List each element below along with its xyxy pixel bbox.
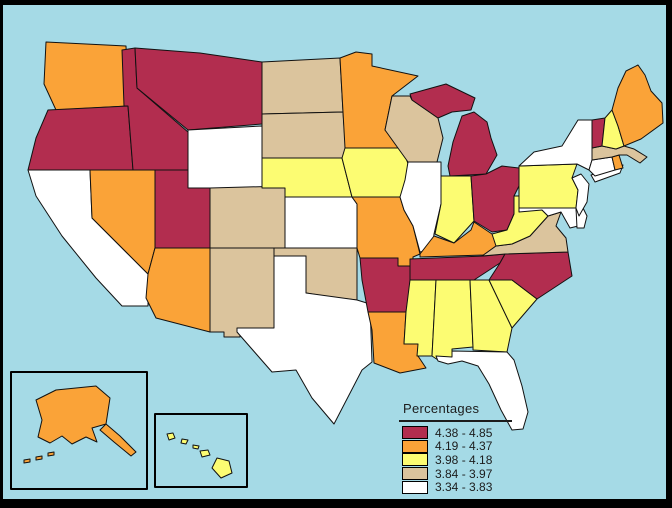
state-nd	[261, 57, 344, 115]
legend-range-label: 4.19 - 4.37	[435, 439, 493, 454]
legend-swatch	[402, 426, 428, 440]
legend-divider	[399, 420, 512, 422]
state-wy	[187, 125, 263, 189]
state-tn	[409, 253, 506, 281]
state-hi	[166, 432, 233, 479]
state-fl	[435, 350, 529, 431]
state-sd	[261, 111, 347, 159]
legend-swatch	[402, 467, 428, 481]
state-mi	[409, 83, 498, 177]
legend-range-label: 4.38 - 4.85	[435, 425, 493, 440]
state-co	[209, 185, 286, 249]
alaska-inset-box	[10, 371, 148, 490]
state-ar	[359, 257, 414, 313]
legend-item: 4.19 - 4.37	[397, 439, 567, 454]
state-me	[611, 64, 664, 147]
state-or	[27, 105, 134, 171]
legend-item: 3.84 - 3.97	[397, 467, 567, 481]
state-ak	[23, 385, 137, 464]
legend-item: 3.98 - 4.18	[397, 453, 567, 467]
state-nc	[488, 251, 573, 300]
legend-title: Percentages	[403, 401, 480, 416]
legend-range-label: 3.98 - 4.18	[435, 452, 493, 467]
state-ia	[341, 147, 413, 198]
state-tx	[236, 255, 373, 425]
legend-swatch	[402, 453, 428, 467]
state-pa	[518, 163, 579, 209]
state-nj	[571, 173, 590, 217]
legend-swatch	[402, 480, 428, 494]
hawaii-inset-box	[154, 413, 248, 488]
state-wa	[43, 41, 129, 111]
state-al	[431, 279, 474, 361]
legend-item: 3.34 - 3.83	[397, 480, 567, 494]
legend-range-label: 3.34 - 3.83	[435, 480, 493, 495]
legend-swatch	[402, 439, 428, 453]
legend: Percentages 4.38 - 4.85 4.19 - 4.37 3.98…	[397, 401, 567, 494]
legend-range-label: 3.84 - 3.97	[435, 466, 493, 481]
legend-item: 4.38 - 4.85	[397, 426, 567, 440]
state-ks	[284, 196, 358, 249]
state-az	[145, 247, 211, 333]
